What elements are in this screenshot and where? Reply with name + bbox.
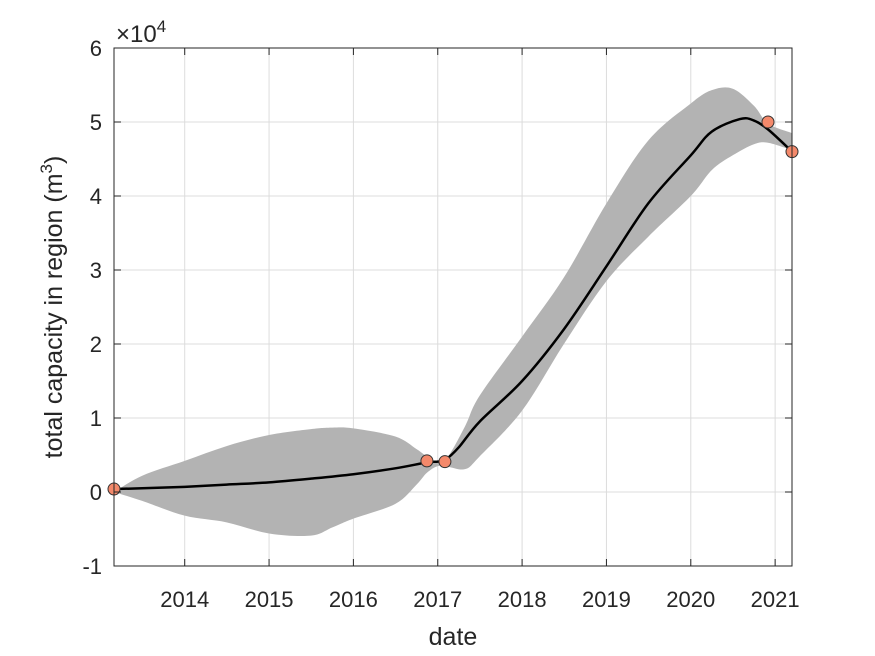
x-tick-label: 2018 bbox=[498, 587, 547, 612]
y-axis-ticks: -1 0 1 2 3 4 5 6 bbox=[82, 36, 792, 579]
fit-line bbox=[113, 116, 793, 491]
y-exponent-label: ×104 bbox=[116, 17, 166, 48]
y-axis-label-close: ) bbox=[40, 156, 68, 164]
fit-line-layer bbox=[113, 116, 793, 491]
confidence-band bbox=[114, 87, 792, 537]
observation-point bbox=[438, 455, 452, 469]
observation-point bbox=[761, 115, 775, 129]
observation-point bbox=[420, 454, 434, 468]
y-tick-label: 0 bbox=[90, 480, 102, 505]
y-tick-label: 5 bbox=[90, 110, 102, 135]
y-tick-label: 3 bbox=[90, 258, 102, 283]
y-axis-label: total capacity in region (m3) bbox=[37, 156, 68, 459]
y-tick-label: -1 bbox=[82, 554, 102, 579]
x-tick-label: 2019 bbox=[582, 587, 631, 612]
x-tick-label: 2020 bbox=[666, 587, 715, 612]
y-exponent-prefix: ×10 bbox=[116, 21, 157, 48]
x-tick-label: 2016 bbox=[329, 587, 378, 612]
plot-frame bbox=[113, 47, 793, 567]
x-tick-label: 2015 bbox=[245, 587, 294, 612]
y-tick-label: 6 bbox=[90, 36, 102, 61]
x-tick-label: 2014 bbox=[160, 587, 209, 612]
x-tick-label: 2017 bbox=[413, 587, 462, 612]
x-axis-ticks: 2014 2015 2016 2017 2018 2019 2020 2021 bbox=[160, 48, 800, 612]
y-tick-label: 2 bbox=[90, 332, 102, 357]
confidence-band-layer bbox=[114, 87, 792, 537]
y-tick-label: 1 bbox=[90, 406, 102, 431]
y-exponent-power: 4 bbox=[157, 17, 166, 36]
x-axis-label: date bbox=[429, 623, 478, 651]
x-tick-label: 2021 bbox=[751, 587, 800, 612]
y-tick-label: 4 bbox=[90, 184, 102, 209]
y-axis-label-superscript: 3 bbox=[37, 164, 56, 173]
y-axis-label-text: total capacity in region (m bbox=[40, 173, 68, 458]
